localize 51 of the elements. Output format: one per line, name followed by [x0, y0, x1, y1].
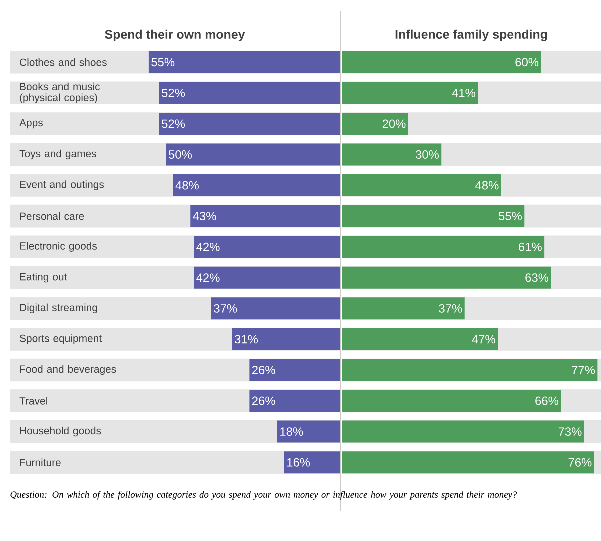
data-label: 41%: [452, 88, 476, 98]
text: Question: On which of the following categories do you spend your own money or influence how your parents spend their money?: [10, 491, 518, 500]
y-tick-label: Electronic goods: [20, 242, 98, 252]
data-label: 42%: [196, 242, 220, 252]
data-label: 52%: [162, 120, 186, 128]
y-tick-label: Food and beverages: [20, 365, 116, 376]
data-label: 73%: [558, 428, 582, 436]
y-tick-label: Furniture: [20, 458, 61, 466]
y-tick-label: Personal care: [20, 212, 84, 220]
bar: [250, 390, 340, 412]
bar: [277, 420, 340, 443]
data-label: 18%: [280, 428, 304, 436]
data-label: 47%: [472, 335, 496, 344]
bar: [250, 359, 340, 382]
y-tick-label: Travel: [20, 397, 48, 405]
data-label: 16%: [288, 458, 310, 467]
chart-title: Influence family spending: [396, 30, 548, 42]
y-tick-label: Sports equipment: [20, 334, 102, 344]
data-label: 43%: [193, 212, 216, 221]
data-label: 37%: [439, 304, 462, 313]
data-label: 48%: [176, 181, 199, 190]
data-label: 42%: [196, 274, 220, 282]
y-tick-label: Books and music (physical copies): [20, 82, 100, 104]
y-tick-label: Clothes and shoes: [20, 58, 107, 66]
y-tick-label: Toys and games: [20, 150, 96, 160]
y-tick-label: Apps: [20, 119, 43, 129]
data-label: 26%: [252, 366, 276, 374]
data-label: 37%: [214, 304, 238, 313]
data-label: 55%: [152, 58, 175, 67]
data-label: 66%: [536, 396, 559, 406]
data-label: 63%: [526, 274, 549, 282]
bar: [342, 112, 408, 135]
data-label: 52%: [162, 88, 186, 98]
data-label: 77%: [572, 366, 596, 374]
data-label: 61%: [519, 242, 542, 252]
data-label: 60%: [516, 58, 539, 67]
data-label: 20%: [382, 120, 406, 128]
data-label: 48%: [476, 181, 499, 190]
data-label: 30%: [416, 150, 439, 159]
data-label: 55%: [498, 212, 522, 221]
data-label: 50%: [169, 150, 192, 159]
y-tick-label: Event and outings: [20, 180, 104, 190]
chart-title: Spend their own money: [105, 30, 246, 42]
y-tick-label: Digital streaming: [20, 304, 98, 314]
bar: [232, 328, 340, 350]
y-tick-label: Eating out: [20, 273, 68, 283]
data-label: 76%: [568, 458, 592, 467]
data-label: 26%: [252, 396, 276, 406]
y-tick-label: Household goods: [20, 426, 102, 437]
data-label: 31%: [234, 335, 258, 344]
bar: [284, 452, 340, 474]
